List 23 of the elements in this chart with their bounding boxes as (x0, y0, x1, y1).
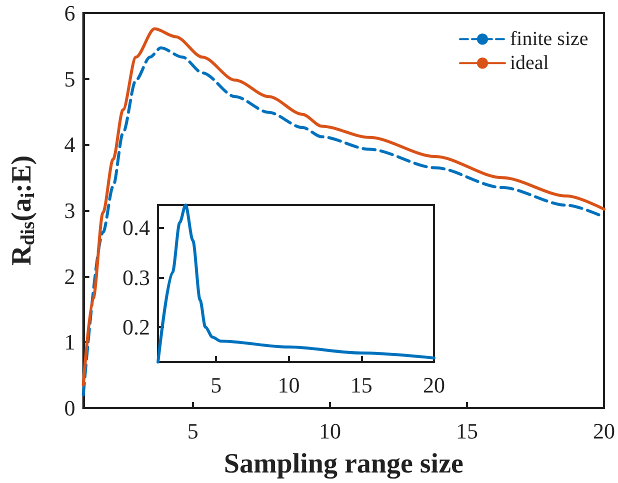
line-series (156, 204, 436, 364)
legend-label: finite size (510, 28, 588, 50)
x-tick-label: 10 (318, 418, 341, 444)
x-tick-label: 20 (593, 418, 615, 444)
y-tick-label: 0.2 (122, 314, 150, 340)
y-tick-label: 0.4 (122, 214, 150, 240)
y-tick-label: 0.3 (122, 264, 150, 290)
x-tick-label: 10 (278, 372, 300, 398)
y-tick-label: 0 (64, 396, 76, 420)
y-tick-label: 4 (64, 132, 76, 158)
y-tick-label: 3 (64, 198, 76, 223)
x-tick-label: 20 (423, 372, 445, 398)
legend-label: ideal (510, 52, 550, 74)
y-axis-title: Rdis(ai:E) (6, 155, 39, 266)
x-tick-label: 15 (350, 372, 372, 398)
y-tick-label: 6 (64, 0, 76, 26)
x-tick-label: 15 (456, 418, 478, 444)
y-tick-label: 1 (64, 330, 76, 355)
y-tick-label: 2 (64, 264, 76, 289)
y-tick-label: 5 (64, 66, 76, 92)
x-tick-label: 5 (210, 372, 222, 398)
x-axis-title: Sampling range size (224, 448, 464, 480)
x-tick-label: 5 (187, 418, 198, 444)
